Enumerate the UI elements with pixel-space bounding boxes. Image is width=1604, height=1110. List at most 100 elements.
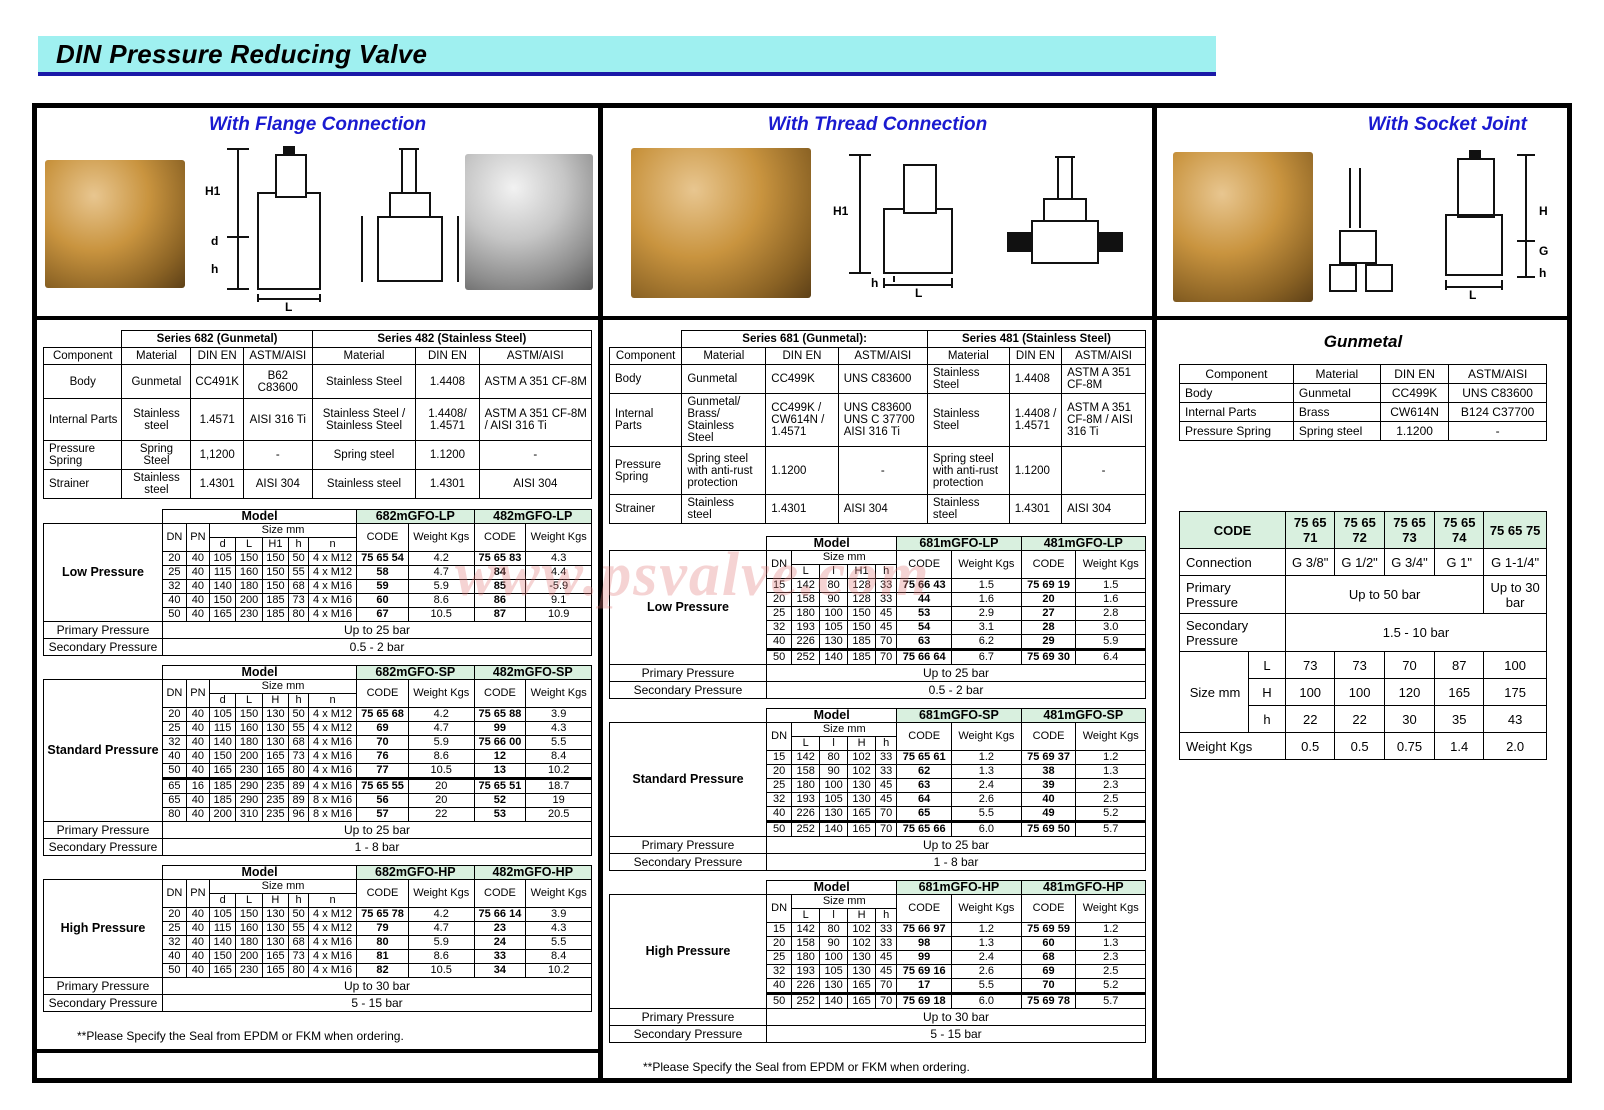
- cell: 140: [819, 648, 849, 665]
- cell: 165: [847, 806, 877, 822]
- cell-astm: B62 C83600: [242, 364, 313, 399]
- cell: 89: [288, 793, 310, 808]
- cell: 22: [407, 807, 475, 822]
- col-code-1: CODE: [896, 550, 953, 579]
- cell: 185: [847, 634, 877, 650]
- cell: 4.2: [407, 907, 475, 922]
- connection-value: G 3/8": [1284, 548, 1336, 576]
- col-weight-2: Weight Kgs: [525, 679, 592, 708]
- cell: 150: [847, 606, 877, 621]
- cell: 142: [791, 750, 821, 765]
- cell: 5.5: [525, 735, 592, 750]
- cell: 158: [791, 936, 821, 951]
- col-dinen-1: DIN EN: [190, 347, 244, 365]
- cell: 79: [356, 921, 409, 936]
- table-row: 50 252 140 165 70 75 69 18 6.0 75 69 78 5.7: [610, 992, 1146, 1009]
- cell-material: Spring steel: [311, 440, 417, 470]
- cell: 185: [847, 648, 877, 665]
- cell-material: Gunmetal: [121, 364, 192, 399]
- cell: 70: [875, 978, 898, 994]
- cell: 75 65 83: [473, 551, 527, 566]
- cell: 96: [288, 807, 310, 822]
- cell: 32: [765, 964, 793, 979]
- cell: 252: [791, 820, 821, 837]
- dim-label-L: L: [1469, 288, 1477, 302]
- table-row: Model 681mGFO-LP 481mGFO-LP: [610, 536, 1147, 551]
- cell-astm: AISI 304: [242, 469, 313, 499]
- cell: 3.9: [525, 907, 592, 922]
- cell-material: Stainless Steel: [926, 393, 1010, 447]
- cell: 82: [356, 963, 409, 978]
- cell: 80: [819, 750, 849, 765]
- cell: 115: [208, 721, 237, 736]
- table-row: 50 40 165 230 185 80 4 x M16 67 10.5 87 10.9: [44, 607, 592, 622]
- cell: 185: [261, 607, 290, 622]
- table-row: Secondary Pressure 1 - 8 bar: [609, 853, 1146, 871]
- primary-pressure-value: Up to 25 bar: [162, 621, 592, 639]
- cell: 4 x M16: [308, 607, 358, 622]
- col-weight-1: Weight Kgs: [951, 894, 1022, 923]
- cell: 99: [896, 950, 953, 965]
- cell: 1.3: [1075, 764, 1146, 779]
- table-row: 20 158 90 102 33 98 1.3 60 1.3: [610, 936, 1146, 951]
- cell: 130: [261, 907, 290, 922]
- cell: 102: [847, 750, 877, 765]
- cell-dinen: 1.4571: [190, 398, 244, 441]
- cell: 4.7: [407, 565, 475, 580]
- cell: 165: [847, 820, 877, 837]
- table-row: 15 142 80 102 33 75 65 61 1.2 75 69 37 1.2: [610, 750, 1146, 765]
- cell: 1.3: [1075, 936, 1146, 951]
- cell: 90: [819, 936, 849, 951]
- cell: 70: [875, 634, 898, 650]
- size-mm-header: Size mm: [791, 894, 898, 909]
- cell-dinen: 1.4301: [415, 469, 480, 499]
- model-header: Model: [161, 665, 358, 680]
- thread-connection-column: With Thread Connection H1 h L: [603, 108, 1152, 1074]
- cell: 50: [765, 992, 793, 1009]
- col-component: Component: [42, 347, 123, 365]
- cell-astm: -: [1448, 421, 1547, 441]
- cell: 185: [208, 793, 237, 808]
- cell: 69: [356, 721, 409, 736]
- cell-dinen: 1.4408 / 1.4571: [1008, 393, 1063, 447]
- cell: 58: [356, 565, 409, 580]
- cell: 230: [235, 607, 263, 622]
- model-name-1: 681mGFO-SP: [896, 708, 1022, 723]
- size-value: 165: [1434, 678, 1485, 706]
- cell: 33: [875, 578, 898, 593]
- col-size-h: h: [875, 736, 898, 751]
- cell: 20: [407, 793, 475, 808]
- table-row: 20 40 105 150 130 50 4 x M12 75 65 78 4.2 75 66 1…: [44, 907, 592, 922]
- cell: 65: [896, 806, 953, 822]
- size-table: Model 682mGFO-HP 482mGFO-HP High Pressure DN…: [43, 865, 593, 978]
- cell: 10.5: [407, 963, 475, 978]
- table-row: 40 226 130 165 70 65 5.5 49 5.2: [610, 806, 1146, 822]
- primary-pressure-value: Up to 30 bar: [766, 1008, 1146, 1026]
- secondary-pressure-value: 0.5 - 2 bar: [766, 681, 1146, 699]
- size-value: 73: [1334, 651, 1385, 679]
- flange-connection-column: With Flange Connection H1 d h L: [37, 108, 598, 1053]
- table-row: Internal Parts Gunmetal/ Brass/ Stainles…: [608, 393, 1146, 447]
- cell-dinen: 1.4408: [1008, 364, 1063, 394]
- socket-illustration-group: H G h L: [1157, 138, 1567, 316]
- cell-astm: AISI 304: [1061, 494, 1146, 524]
- model-header: Model: [161, 509, 358, 524]
- cell: 55: [288, 721, 310, 736]
- primary-pressure-label: Primary Pressure: [1179, 575, 1286, 614]
- cell: 100: [819, 778, 849, 793]
- col-astm-2: ASTM/AISI: [478, 347, 593, 365]
- cell: 77: [356, 763, 409, 779]
- cell: 6.7: [951, 648, 1022, 665]
- cell: 10.2: [525, 963, 592, 978]
- cell: 75 65 61: [896, 750, 953, 765]
- cell: 50: [765, 820, 793, 837]
- table-row: Secondary Pressure 5 - 15 bar: [43, 994, 592, 1012]
- size-value: 35: [1434, 705, 1485, 733]
- size-mm-label: Size mm: [1179, 651, 1249, 733]
- cell: 20: [162, 551, 187, 566]
- cell: 235: [261, 793, 290, 808]
- cell: 180: [235, 735, 263, 750]
- col-weight-2: Weight Kgs: [525, 523, 592, 552]
- cell-component: Strainer: [608, 494, 683, 524]
- cell: 2.5: [1075, 964, 1146, 979]
